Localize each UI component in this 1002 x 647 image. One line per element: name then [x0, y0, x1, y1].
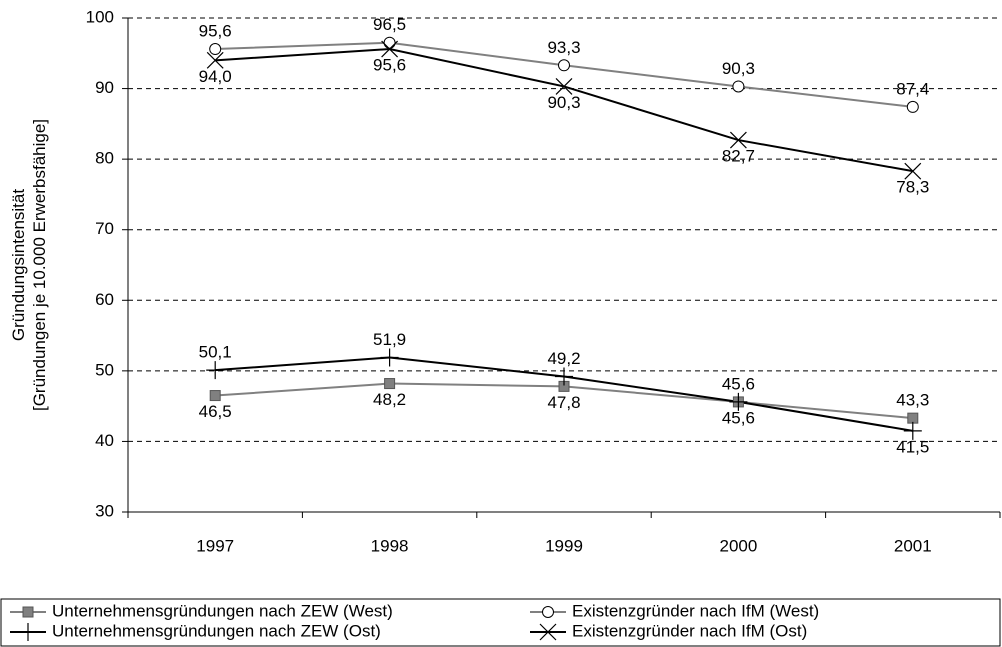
marker-shape [206, 51, 224, 69]
marker-shape [904, 162, 922, 180]
marker-shape [732, 80, 745, 93]
marker-shape [555, 78, 573, 95]
data-point [555, 78, 573, 95]
data-point [209, 43, 222, 56]
data-point [383, 36, 396, 49]
data-point [558, 59, 570, 72]
data-label: 45,6 [722, 374, 755, 393]
marker-shape [384, 378, 396, 390]
y-tick-label: 90 [95, 78, 114, 97]
marker-shape [209, 43, 222, 56]
data-point [206, 361, 225, 380]
marker-shape [209, 390, 221, 402]
data-label: 43,3 [896, 391, 929, 410]
marker-shape [729, 131, 747, 149]
data-point [381, 40, 399, 58]
y-tick-label: 30 [95, 501, 114, 520]
data-label: 94,0 [199, 67, 232, 86]
legend-marker [19, 623, 37, 641]
y-axis-label-line: Gründungsintensität [9, 189, 28, 341]
data-label: 45,6 [722, 408, 755, 427]
marker-shape [729, 392, 748, 411]
data-point [555, 367, 573, 386]
data-point [904, 162, 922, 180]
data-label: 48,2 [373, 390, 406, 409]
y-tick-label: 60 [95, 290, 114, 309]
data-label: 41,5 [896, 437, 929, 456]
data-point [206, 51, 224, 69]
marker-shape [542, 606, 554, 618]
data-point [903, 421, 922, 440]
legend-marker [539, 623, 557, 641]
data-point [729, 392, 748, 411]
data-label: 51,9 [373, 330, 406, 349]
legend-label: Existenzgründer nach IfM (Ost) [572, 621, 807, 640]
data-point [384, 378, 396, 390]
data-label: 90,3 [547, 93, 580, 112]
legend-marker [542, 606, 554, 618]
data-label: 46,5 [199, 402, 232, 421]
data-point [729, 131, 747, 149]
marker-shape [22, 606, 34, 618]
x-tick-label: 1998 [371, 536, 409, 555]
data-label: 50,1 [199, 343, 232, 362]
data-point [907, 412, 919, 424]
y-tick-label: 70 [95, 219, 114, 238]
y-tick-label: 40 [95, 431, 114, 450]
data-point [380, 348, 399, 367]
legend-box [0, 598, 1001, 647]
marker-shape [539, 623, 557, 641]
data-label: 87,4 [896, 79, 929, 98]
data-label: 93,3 [547, 38, 580, 57]
legend-label: Unternehmensgründungen nach ZEW (Ost) [52, 621, 381, 640]
x-tick-label: 2001 [894, 536, 932, 555]
data-label: 47,8 [547, 393, 580, 412]
marker-shape [206, 361, 225, 380]
data-point [732, 80, 745, 93]
legend-label: Unternehmensgründungen nach ZEW (West) [52, 601, 393, 620]
marker-shape [383, 36, 396, 49]
data-label: 78,3 [896, 178, 929, 197]
data-label: 82,7 [722, 147, 755, 166]
x-tick-label: 2000 [719, 536, 757, 555]
legend-marker [22, 606, 34, 618]
marker-shape [19, 623, 37, 641]
marker-shape [558, 59, 570, 72]
data-label: 49,2 [547, 349, 580, 368]
marker-shape [903, 421, 922, 440]
x-tick-label: 1997 [196, 536, 234, 555]
x-tick-label: 1999 [545, 536, 583, 555]
marker-shape [381, 40, 399, 58]
data-label: 95,6 [199, 22, 232, 41]
marker-shape [555, 367, 573, 386]
y-tick-label: 80 [95, 149, 114, 168]
y-axis-label: Gründungsintensität [Gründungen je 10.000… [9, 119, 49, 411]
y-tick-label: 100 [86, 7, 114, 26]
data-label: 96,5 [373, 15, 406, 34]
data-point [906, 100, 919, 113]
legend-label: Existenzgründer nach IfM (West) [572, 601, 819, 620]
marker-shape [906, 100, 919, 113]
y-tick-label: 50 [95, 360, 114, 379]
marker-shape [380, 348, 399, 367]
data-point [209, 390, 221, 402]
marker-shape [907, 412, 919, 424]
data-label: 90,3 [722, 59, 755, 78]
y-axis-label-line: [Gründungen je 10.000 Erwerbsfähige] [30, 119, 49, 411]
data-label: 95,6 [373, 56, 406, 75]
